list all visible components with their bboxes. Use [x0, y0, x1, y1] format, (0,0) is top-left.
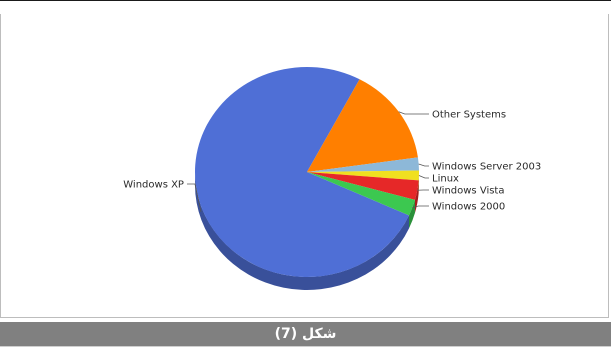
- slice-label-windows-server-2003: Windows Server 2003: [432, 162, 541, 173]
- leader-line-windows-2000: [412, 205, 429, 209]
- figure-caption: شكل (7): [274, 326, 337, 342]
- divider: [0, 346, 611, 347]
- slice-label-windows-vista: Windows Vista: [432, 186, 504, 197]
- slice-label-windows-2000: Windows 2000: [432, 202, 505, 213]
- pie-chart: Windows XP Other Systems Windows Server 20…: [123, 67, 541, 291]
- pie-slice-windows-2000: [307, 172, 415, 216]
- slice-label-other-systems: Other Systems: [432, 110, 506, 121]
- pie-labels: Windows XP Other Systems Windows Server 20…: [123, 110, 541, 213]
- pie-slice-other-systems: [307, 79, 418, 172]
- pie-slice-windows-xp: [195, 67, 409, 277]
- figure-caption-bar: شكل (7): [0, 322, 611, 346]
- slice-label-linux: Linux: [432, 174, 459, 185]
- pie-top: [195, 67, 419, 277]
- leader-line-windows-xp: [186, 183, 202, 212]
- leader-line-windows-server-2003: [418, 163, 429, 167]
- pie-slice-windows-vista: [307, 172, 419, 200]
- pie-slice-linux: [307, 170, 419, 181]
- leader-line-linux: [418, 175, 429, 179]
- leader-line-other-systems: [398, 111, 429, 115]
- chart-area: Windows XP Other Systems Windows Server 20…: [0, 14, 609, 318]
- pie-slice-windows-server-2003: [307, 157, 419, 172]
- pie-side-windows-vista: [414, 180, 419, 213]
- slice-label-windows-xp: Windows XP: [123, 180, 184, 191]
